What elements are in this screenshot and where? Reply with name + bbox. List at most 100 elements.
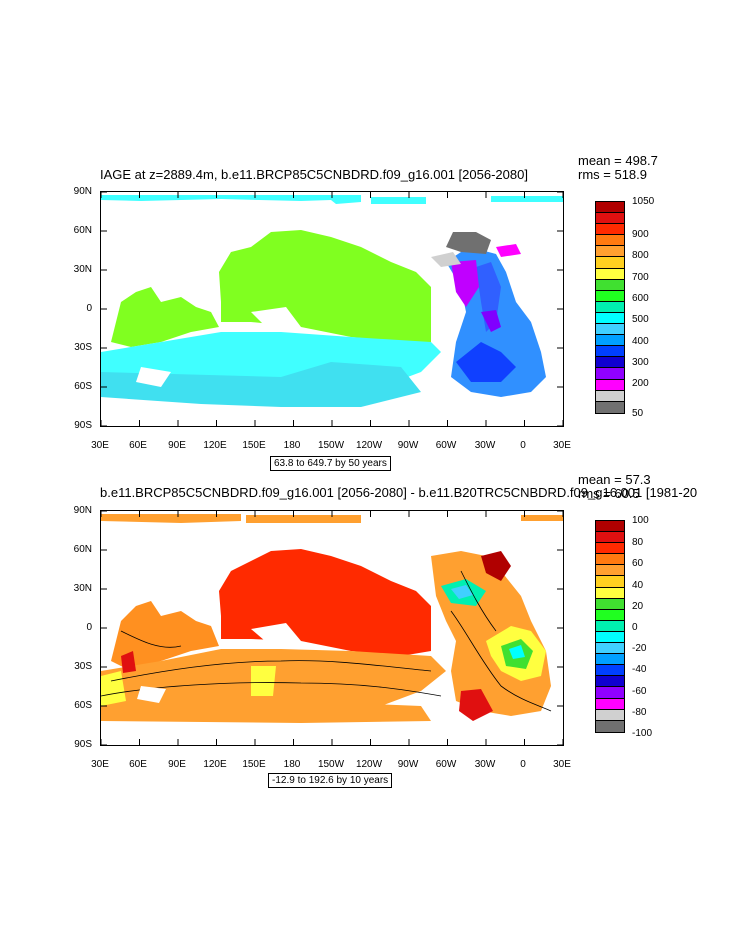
panel1-colorbar-label: 1050 <box>632 196 655 207</box>
panel1-colorbar <box>595 201 625 414</box>
colorbar-swatch <box>596 390 624 402</box>
panel1-colorbar-label: 300 <box>632 357 649 368</box>
colorbar-swatch <box>596 301 624 313</box>
colorbar-swatch <box>596 346 624 358</box>
panel1-colorbar-label: 800 <box>632 250 649 261</box>
panel1-lon-label: 150E <box>242 440 266 451</box>
colorbar-swatch <box>596 609 624 621</box>
panel2-lon-label: 180 <box>283 759 301 770</box>
colorbar-swatch <box>596 576 624 588</box>
panel2-rms: rms = 60.5 <box>578 486 640 501</box>
colorbar-swatch <box>596 631 624 644</box>
panel1-colorbar-label: 500 <box>632 314 649 325</box>
panel2-mean: mean = 57.3 <box>578 472 651 487</box>
panel2-lon-label: 60W <box>435 759 457 770</box>
panel2-colorbar-label: 80 <box>632 537 644 548</box>
colorbar-swatch <box>596 268 624 280</box>
panel1-lon-label: 120W <box>355 440 383 451</box>
panel2-lon-label: 0 <box>520 759 526 770</box>
colorbar-swatch <box>596 324 624 336</box>
panel2-map <box>100 510 564 746</box>
panel2-lon-label: 90E <box>168 759 186 770</box>
panel2-colorbar <box>595 520 625 733</box>
panel1-lat-label: 60N <box>73 225 92 236</box>
panel1-lat-label: 90N <box>73 186 92 197</box>
panel1-lon-label: 30W <box>474 440 496 451</box>
colorbar-swatch <box>596 357 624 369</box>
panel2-colorbar-label: -20 <box>632 643 647 654</box>
panel1-lon-label: 180 <box>283 440 301 451</box>
panel2-colorbar-label: -80 <box>632 707 647 718</box>
panel2-lon-label: 150E <box>242 759 266 770</box>
colorbar-swatch <box>596 224 624 236</box>
panel2-lon-label: 120W <box>355 759 383 770</box>
panel1-lon-label: 60E <box>129 440 147 451</box>
panel2-title: b.e11.BRCP85C5CNBDRD.f09_g16.001 [2056-2… <box>100 485 698 500</box>
colorbar-swatch <box>596 401 624 413</box>
colorbar-swatch <box>596 202 624 214</box>
colorbar-swatch <box>596 687 624 699</box>
panel2-lat-label: 90N <box>73 505 92 516</box>
panel1-mean: mean = 498.7 <box>578 153 658 168</box>
panel1-lat-label: 60S <box>74 381 92 392</box>
panel2-colorbar-label: 100 <box>632 515 649 526</box>
panel1-colorbar-label: 200 <box>632 378 649 389</box>
panel1-title: IAGE at z=2889.4m, b.e11.BRCP85C5CNBDRD.… <box>100 167 528 182</box>
panel1-colorbar-label: 900 <box>632 229 649 240</box>
colorbar-swatch <box>596 521 624 533</box>
panel1-rms: rms = 518.9 <box>578 167 648 182</box>
panel2-colorbar-label: -100 <box>632 728 653 739</box>
panel2-lon-label: 90W <box>397 759 419 770</box>
panel2-lon-label: 120E <box>203 759 227 770</box>
panel1-lon-label: 60W <box>435 440 457 451</box>
panel1-colorbar-label: 600 <box>632 293 649 304</box>
panel2-range-box: -12.9 to 192.6 by 10 years <box>268 773 393 788</box>
panel2-lat-label: 60S <box>74 700 92 711</box>
panel2-colorbar-label: -40 <box>632 664 647 675</box>
colorbar-swatch <box>596 720 624 732</box>
colorbar-swatch <box>596 312 624 325</box>
colorbar-swatch <box>596 246 624 258</box>
panel2-lat-label: 30N <box>73 583 92 594</box>
colorbar-swatch <box>596 213 624 225</box>
colorbar-swatch <box>596 368 624 380</box>
panel1-range-box: 63.8 to 649.7 by 50 years <box>270 456 391 471</box>
colorbar-swatch <box>596 643 624 655</box>
panel2-lon-label: 30E <box>91 759 109 770</box>
colorbar-swatch <box>596 698 624 710</box>
panel1-lat-label: 90S <box>74 420 92 431</box>
colorbar-swatch <box>596 335 624 347</box>
panel2-colorbar-label: 20 <box>632 601 644 612</box>
panel2-colorbar-label: 0 <box>632 622 638 633</box>
colorbar-swatch <box>596 379 624 391</box>
colorbar-swatch <box>596 543 624 555</box>
panel2-lon-label: 30E <box>553 759 571 770</box>
panel1-lon-label: 30E <box>91 440 109 451</box>
panel2-lat-label: 0 <box>86 622 92 633</box>
panel2-lon-label: 150W <box>317 759 345 770</box>
panel1-lon-label: 90W <box>397 440 419 451</box>
panel1-lon-label: 150W <box>317 440 345 451</box>
panel2-colorbar-label: 60 <box>632 558 644 569</box>
colorbar-swatch <box>596 290 624 302</box>
panel1-lon-label: 90E <box>168 440 186 451</box>
colorbar-swatch <box>596 235 624 247</box>
panel1-colorbar-label: 400 <box>632 336 649 347</box>
panel1-map <box>100 191 564 427</box>
colorbar-swatch <box>596 565 624 577</box>
panel1-lon-label: 0 <box>520 440 526 451</box>
colorbar-swatch <box>596 257 624 269</box>
panel2-colorbar-label: 40 <box>632 580 644 591</box>
colorbar-swatch <box>596 654 624 666</box>
panel2-lat-label: 30S <box>74 661 92 672</box>
colorbar-swatch <box>596 620 624 632</box>
panel1-colorbar-label: 700 <box>632 272 649 283</box>
panel1-lon-label: 120E <box>203 440 227 451</box>
colorbar-swatch <box>596 676 624 688</box>
panel2-lat-label: 60N <box>73 544 92 555</box>
colorbar-swatch <box>596 709 624 721</box>
panel1-lat-label: 30N <box>73 264 92 275</box>
panel2-lon-label: 60E <box>129 759 147 770</box>
panel2-lon-label: 30W <box>474 759 496 770</box>
panel1-lat-label: 0 <box>86 303 92 314</box>
